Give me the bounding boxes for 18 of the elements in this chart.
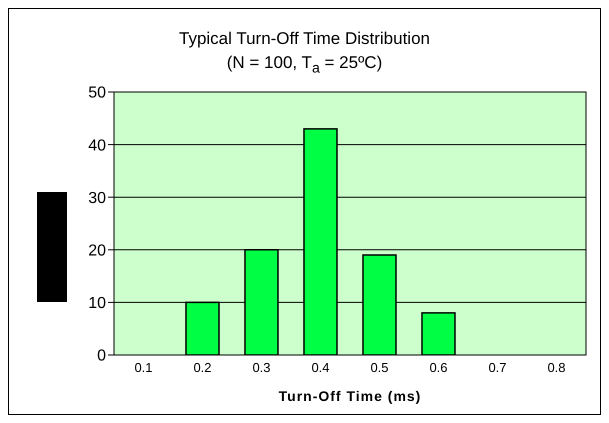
x-tick-label: 0.3 bbox=[252, 360, 271, 376]
y-tick-label: 0 bbox=[97, 348, 106, 366]
chart-title: Typical Turn-Off Time Distribution bbox=[178, 28, 431, 50]
x-tick-label: 0.6 bbox=[429, 360, 448, 376]
x-tick-label: 0.5 bbox=[370, 360, 389, 376]
y-tick-label: 40 bbox=[88, 138, 106, 155]
x-tick-label: 0.2 bbox=[193, 360, 212, 376]
x-tick-label: 0.4 bbox=[311, 360, 330, 376]
chart-subtitle: (N = 100, T$_{a}$ = 25ºC) bbox=[226, 52, 384, 78]
x-tick-label: 0.7 bbox=[488, 360, 507, 376]
y-tick-label: 50 bbox=[88, 85, 106, 102]
y-tick-label: 30 bbox=[88, 190, 106, 208]
y-tick-label: 10 bbox=[88, 295, 106, 312]
x-tick-label: 0.1 bbox=[134, 360, 153, 376]
x-axis-title: Turn-Off Time (ms) bbox=[278, 388, 422, 404]
bar bbox=[421, 312, 456, 356]
y-tick-label: 20 bbox=[88, 242, 106, 260]
x-tick-label: 0.8 bbox=[547, 360, 566, 376]
